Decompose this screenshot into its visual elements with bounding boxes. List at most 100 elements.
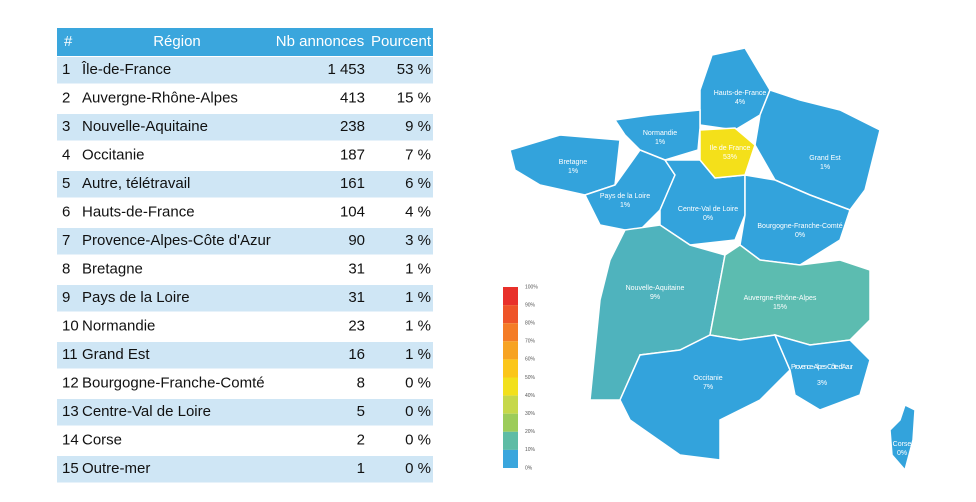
region-pct: 53% [723,154,737,161]
table-cell: 23 [348,318,365,335]
table-cell: Auvergne-Rhône-Alpes [82,90,238,107]
table-cell: 104 [340,204,365,221]
table-cell: Hauts-de-France [82,204,195,221]
region-pct: 1% [820,164,830,171]
table-cell: Bretagne [82,261,143,278]
table-cell: 7 % [405,147,431,164]
table-cell: Provence-Alpes-Côte d'Azur [82,232,271,249]
table-cell: Occitanie [82,147,145,164]
table-cell: 31 [348,261,365,278]
region-name: Pays de la Loire [600,193,650,200]
table-cell: 4 [62,147,70,164]
table-cell: Grand Est [82,346,150,363]
region-shape [739,174,851,266]
table-cell: 10 [62,318,79,335]
table-row [57,399,433,426]
region-pct: 1% [620,202,630,209]
table-cell: 2 [62,90,70,107]
legend-swatch [503,341,518,360]
legend-label: 90% [525,302,536,308]
region-pct: 0% [897,450,907,457]
table-row [57,285,433,312]
region-name: Ile de France [710,145,751,152]
table-row [57,57,433,84]
region-name: Corse [893,441,912,448]
legend-label: 40% [525,393,536,399]
legend-label: 100% [525,284,538,290]
region-name: Nouvelle-Aquitaine [626,285,685,292]
legend-swatch [503,413,518,432]
table-cell: 413 [340,90,365,107]
table-cell: 8 [357,375,365,392]
table-cell: 6 % [405,175,431,192]
legend-swatch [503,305,518,324]
region-name: Occitanie [693,375,722,382]
legend-label: 20% [525,429,536,435]
table-cell: 238 [340,118,365,135]
region-pct: 1% [568,168,578,175]
region-pct: 15% [773,304,787,311]
region-shape [619,334,791,461]
region-shape [773,333,871,411]
table-cell: 90 [348,232,365,249]
region-pct: 1% [655,139,665,146]
legend-label: 0% [525,465,533,471]
header-cell: Région [153,33,201,50]
table-cell: Centre-Val de Loire [82,403,211,420]
region-pct: 7% [703,384,713,391]
table-row [57,313,433,340]
region-pct: 0% [795,232,805,239]
table-cell: Nouvelle-Aquitaine [82,118,208,135]
table-cell: Corse [82,432,122,449]
region-pct: 9% [650,294,660,301]
table-row [57,228,433,255]
region-pct: 3% [817,380,827,387]
table-row [57,199,433,226]
table-cell: 14 [62,432,79,449]
table-cell: 3 % [405,232,431,249]
table-cell: 4 % [405,204,431,221]
legend-label: 30% [525,411,536,417]
legend-label: 10% [525,447,536,453]
table-row [57,370,433,397]
region-name: Centre-Val de Loire [678,206,738,213]
region-shape [699,47,771,131]
legend-swatch [503,449,518,468]
table-cell: 1 % [405,261,431,278]
table-row [57,85,433,112]
table-cell: 13 [62,403,79,420]
table-cell: 9 [62,289,70,306]
table-cell: Normandie [82,318,155,335]
legend-label: 80% [525,321,536,327]
region-pct: 4% [735,99,745,106]
table-cell: 1 % [405,318,431,335]
table-cell: 1 % [405,346,431,363]
table-row [57,171,433,198]
legend-label: 60% [525,357,536,363]
region-shape [889,403,916,472]
table-cell: 1 [62,61,70,78]
region-shape [699,127,756,179]
table-cell: 5 [357,403,365,420]
table-cell: 0 % [405,460,431,477]
region-shape [613,109,701,161]
region-name: Auvergne-Rhône-Alpes [744,295,817,302]
table-cell: 15 % [397,90,431,107]
table-cell: Île-de-France [81,61,171,78]
table-cell: 0 % [405,375,431,392]
table-cell: 12 [62,375,79,392]
table-row [57,256,433,283]
region-name: Provence-Alpes-Côte d'Azur [791,364,854,371]
table-row [57,427,433,454]
table-cell: 1 453 [327,61,365,78]
table-cell: 0 % [405,432,431,449]
table-cell: Bourgogne-Franche-Comté [82,375,265,392]
legend-swatch [503,359,518,378]
region-pct: 0% [703,215,713,222]
header-cell: # [64,33,73,50]
table-cell: 161 [340,175,365,192]
table-row [57,456,433,483]
table-cell: 187 [340,147,365,164]
header-cell: Nb annonces [276,33,364,50]
table-cell: Pays de la Loire [82,289,190,306]
